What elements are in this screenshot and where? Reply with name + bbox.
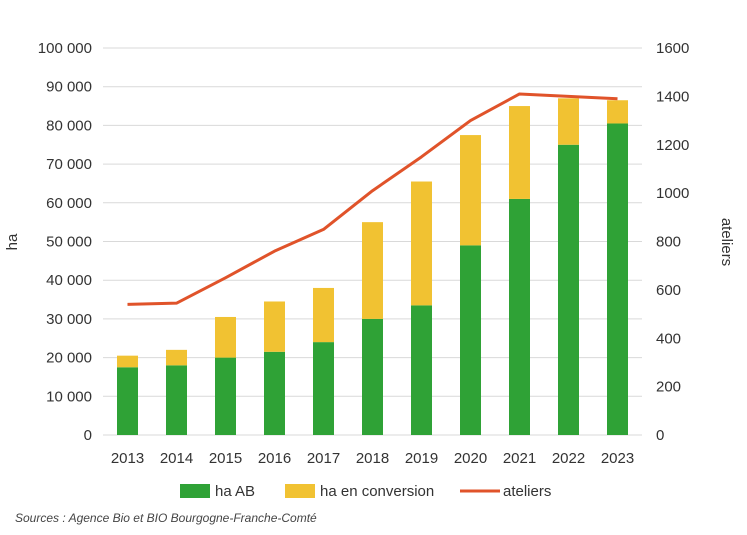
y-tick-label: 50 000 (46, 234, 92, 251)
y-tick-label: 90 000 (46, 79, 92, 96)
x-tick-label: 2021 (503, 450, 536, 467)
bar-ha-ab (362, 318, 383, 435)
x-tick-label: 2023 (601, 450, 634, 467)
y-tick-label: 100 000 (38, 40, 92, 57)
bar-ha-conversion (460, 135, 481, 246)
bar-ha-ab (607, 123, 628, 435)
bar-ha-conversion (362, 222, 383, 319)
y2-tick-label: 1600 (656, 40, 689, 57)
x-tick-label: 2022 (552, 450, 585, 467)
bar-ha-ab (313, 342, 334, 435)
bar-ha-ab (509, 198, 530, 435)
legend-swatch (285, 484, 315, 498)
y2-tick-label: 200 (656, 379, 681, 396)
x-tick-label: 2015 (209, 450, 242, 467)
y-tick-label: 0 (84, 427, 92, 444)
y2-tick-label: 0 (656, 427, 664, 444)
legend-label: ateliers (503, 483, 551, 500)
bar-ha-conversion (166, 349, 187, 366)
y-tick-label: 70 000 (46, 156, 92, 173)
x-tick-label: 2016 (258, 450, 291, 467)
y2-tick-label: 1200 (656, 137, 689, 154)
y2-tick-label: 800 (656, 234, 681, 251)
y-axis-title: ha (4, 233, 21, 250)
bar-ha-conversion (313, 287, 334, 343)
left-axis-ticks: 0 10 000 20 000 30 000 40 000 50 000 60 000 70 … (38, 40, 92, 444)
bar-ha-conversion (264, 301, 285, 352)
y2-tick-label: 400 (656, 330, 681, 347)
y-tick-label: 80 000 (46, 117, 92, 134)
bar-ha-conversion (215, 316, 236, 358)
y-tick-label: 60 000 (46, 195, 92, 212)
bar-ha-ab (558, 144, 579, 435)
legend: ha AB ha en conversion ateliers (180, 483, 551, 500)
bar-ha-ab (215, 357, 236, 435)
y2-tick-label: 600 (656, 282, 681, 299)
legend-swatch (180, 484, 210, 498)
bars (117, 98, 628, 435)
bar-ha-conversion (117, 355, 138, 368)
bar-ha-conversion (509, 106, 530, 199)
x-tick-label: 2018 (356, 450, 389, 467)
x-tick-label: 2019 (405, 450, 438, 467)
x-tick-label: 2014 (160, 450, 193, 467)
legend-label: ha AB (215, 483, 255, 500)
source-note: Sources : Agence Bio et BIO Bourgogne-Fr… (15, 511, 317, 525)
ateliers-line (127, 92, 618, 306)
x-tick-label: 2020 (454, 450, 487, 467)
bar-ha-conversion (411, 181, 432, 306)
bar-ha-conversion (607, 100, 628, 124)
y-tick-label: 10 000 (46, 388, 92, 405)
bar-ha-ab (166, 365, 187, 435)
y2-tick-label: 1000 (656, 185, 689, 202)
x-axis-ticks: 2013 2014 2015 2016 2017 2018 2019 2020 2021 2022… (111, 450, 634, 467)
bar-ha-ab (117, 367, 138, 435)
y2-axis-title: ateliers (718, 218, 735, 266)
bar-ha-ab (264, 351, 285, 435)
bar-ha-ab (460, 245, 481, 435)
y-tick-label: 40 000 (46, 272, 92, 289)
x-tick-label: 2017 (307, 450, 340, 467)
y2-tick-label: 1400 (656, 88, 689, 105)
x-tick-label: 2013 (111, 450, 144, 467)
bar-ha-conversion (558, 98, 579, 145)
legend-label: ha en conversion (320, 483, 434, 500)
bar-ha-ab (411, 305, 432, 435)
y-tick-label: 30 000 (46, 311, 92, 328)
y-tick-label: 20 000 (46, 350, 92, 367)
right-axis-ticks: 0 200 400 600 800 1000 1200 1400 1600 (656, 40, 689, 444)
